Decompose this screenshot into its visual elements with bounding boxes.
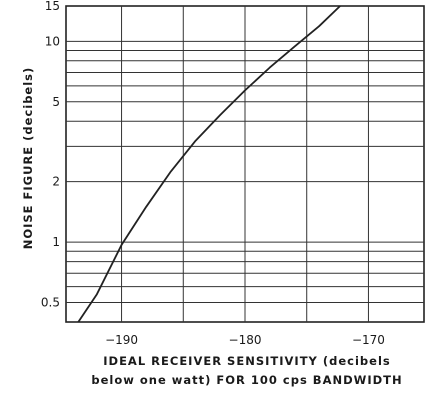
x-tick-label: −180 <box>229 333 262 347</box>
y-tick-label: 2 <box>52 175 60 189</box>
x-tick-label: −190 <box>105 333 138 347</box>
x-axis-label-line-2: below one watt) FOR 100 cps BANDWIDTH <box>91 373 403 387</box>
y-tick-label: 5 <box>52 95 60 109</box>
x-tick-label: −170 <box>352 333 385 347</box>
y-tick-label: 0.5 <box>41 296 60 310</box>
x-axis-label-line-1: IDEAL RECEIVER SENSITIVITY (decibels <box>103 354 391 368</box>
y-tick-label: 15 <box>45 0 60 13</box>
y-axis-label: NOISE FIGURE (decibels) <box>21 66 35 250</box>
noise-figure-curve <box>77 5 341 323</box>
y-tick-label: 1 <box>52 235 60 249</box>
y-tick-label: 10 <box>45 34 60 48</box>
